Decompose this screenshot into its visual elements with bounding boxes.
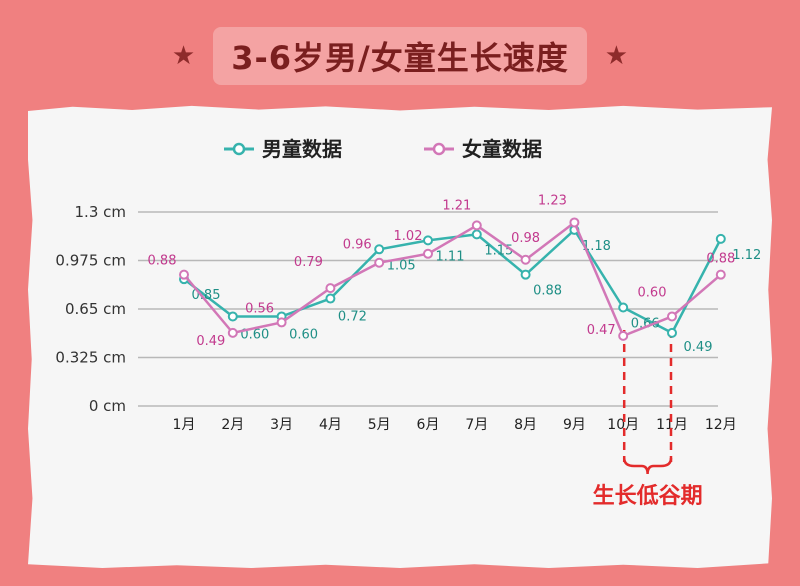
- grid-lines: [138, 211, 718, 407]
- data-point: [618, 330, 629, 341]
- data-point: [423, 248, 433, 259]
- legend-marker: [232, 142, 246, 156]
- data-point: [276, 317, 287, 328]
- y-tick-label: 0.975 cm: [55, 252, 126, 270]
- data-point: [179, 269, 189, 280]
- data-label: 1.02: [394, 229, 423, 244]
- title-bar: ★ 3-6岁男/女童生长速度 ★: [0, 27, 800, 85]
- data-point: [471, 229, 482, 240]
- series-layer: 0.850.60 0.600.721.051.11 1.150.881.180.66…: [148, 193, 762, 354]
- data-label: 0.98: [511, 231, 540, 246]
- data-point: [520, 254, 531, 265]
- x-tick-label: 11月: [656, 417, 688, 433]
- low-period-annotation: 生长低谷期: [593, 330, 703, 509]
- legend-marker: [432, 142, 446, 156]
- x-tick-label: 12月: [705, 417, 737, 433]
- y-tick-label: 0.65 cm: [65, 300, 126, 318]
- x-tick-label: 8月: [514, 417, 537, 433]
- x-tick-label: 3月: [270, 417, 293, 433]
- data-point: [569, 217, 580, 228]
- data-label: 1.05: [387, 258, 416, 273]
- data-label: 0.66: [631, 317, 660, 332]
- x-tick-label: 5月: [368, 417, 391, 433]
- data-label: 0.49: [196, 334, 225, 349]
- data-label: 1.23: [538, 193, 567, 208]
- y-axis-ticks: 0 cm 0.325 cm 0.65 cm 0.975 cm 1.3 cm: [55, 203, 126, 415]
- x-tick-label: 10月: [607, 417, 639, 433]
- series-boy: 0.850.60 0.600.721.051.11 1.150.881.180.66…: [179, 224, 761, 355]
- series-line: [183, 221, 722, 338]
- data-point: [227, 311, 238, 322]
- data-label: 0.60: [638, 285, 667, 300]
- annotation-brace: [622, 457, 673, 475]
- chart-paper: [28, 105, 772, 568]
- data-point: [374, 257, 385, 268]
- x-tick-label: 6月: [417, 417, 440, 433]
- data-label: 0.88: [706, 252, 735, 267]
- page-title: 3-6岁男/女童生长速度: [213, 27, 587, 85]
- data-label: 0.47: [587, 323, 616, 338]
- y-tick-label: 0.325 cm: [55, 349, 126, 367]
- x-tick-label: 7月: [465, 417, 488, 433]
- data-label: 1.21: [442, 198, 471, 213]
- data-label: 0.60: [240, 327, 269, 342]
- data-point: [715, 269, 726, 280]
- data-label: 1.15: [484, 243, 513, 258]
- data-label: 1.11: [436, 249, 465, 264]
- series-line: [183, 228, 722, 335]
- x-tick-label: 2月: [221, 417, 244, 433]
- series-girl: 0.88 0.49 0.56 0.79 0.96 1.02 1.21 0.98 1.23 0.47…: [148, 193, 736, 348]
- data-label: 0.96: [343, 238, 372, 253]
- star-right-icon: ★: [604, 41, 629, 71]
- data-point: [423, 235, 433, 246]
- star-left-icon: ★: [171, 41, 196, 71]
- data-label: 0.49: [684, 340, 713, 355]
- data-label: 0.56: [245, 301, 274, 316]
- data-point: [667, 311, 677, 322]
- data-point: [471, 220, 482, 231]
- x-tick-label: 4月: [319, 417, 342, 433]
- y-tick-label: 0 cm: [89, 397, 126, 415]
- legend-label: 女童数据: [462, 137, 542, 161]
- data-point: [374, 244, 385, 255]
- x-tick-label: 1月: [173, 417, 196, 433]
- data-point: [325, 283, 336, 294]
- data-label: 1.18: [582, 239, 611, 254]
- legend: 男童数据 女童数据: [224, 137, 542, 161]
- x-axis-ticks: 1月 2月 3月 4月 5月 6月 7月 8月 9月 10月 11月 12月: [173, 417, 737, 433]
- data-label: 0.60: [289, 327, 318, 342]
- x-tick-label: 9月: [563, 417, 586, 433]
- data-point: [667, 327, 677, 338]
- data-point: [618, 302, 629, 313]
- data-label: 1.12: [732, 248, 761, 263]
- data-point: [325, 293, 336, 304]
- legend-label: 男童数据: [262, 137, 342, 161]
- data-label: 0.88: [533, 284, 562, 299]
- data-point: [520, 269, 531, 280]
- data-label: 0.72: [338, 310, 367, 325]
- data-point: [715, 233, 726, 244]
- y-tick-label: 1.3 cm: [75, 203, 126, 221]
- data-point: [227, 327, 238, 338]
- data-label: 0.79: [294, 255, 323, 270]
- annotation-label: 生长低谷期: [593, 484, 703, 509]
- data-label: 0.88: [148, 254, 177, 269]
